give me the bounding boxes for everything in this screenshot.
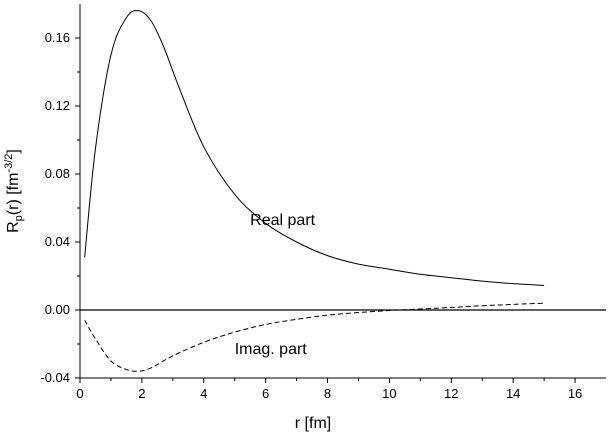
x-tick-label: 6: [262, 386, 269, 401]
y-title-end: ]: [5, 149, 22, 153]
series-layer: [84, 10, 545, 372]
axis-ticks: [75, 37, 576, 383]
x-tick-label: 12: [444, 386, 458, 401]
x-tick-label: 14: [506, 386, 520, 401]
real-part-label: Real part: [250, 212, 315, 229]
y-tick-label: 0.08: [45, 166, 70, 181]
x-tick-label: 2: [138, 386, 145, 401]
plot-frame: [79, 4, 606, 379]
x-tick-label: 16: [568, 386, 582, 401]
x-tick-label: 8: [324, 386, 331, 401]
y-tick-label: 0.16: [45, 30, 70, 45]
axis-tick-labels: 0 2 4 6 8 10 12 14 16 -0.04 0.00 0.04 0.08 0.12 0.16: [40, 30, 582, 401]
x-tick-label: 4: [200, 386, 207, 401]
x-tick-label: 10: [382, 386, 396, 401]
imag-part-label: Imag. part: [235, 341, 308, 358]
y-tick-label: -0.04: [40, 370, 70, 385]
y-tick-label: 0.00: [45, 302, 70, 317]
y-title-mid: (r) [fm: [5, 173, 22, 216]
x-tick-label: 0: [76, 386, 83, 401]
imag-part-line: [84, 302, 545, 372]
real-part-line: [84, 10, 545, 286]
y-axis-title: Rp(r) [fm-3/2]: [3, 149, 25, 233]
y-title-subscript: p: [13, 215, 25, 221]
y-tick-label: 0.04: [45, 234, 70, 249]
annotation-labels: Real part Imag. part: [235, 212, 316, 358]
x-axis-title: r [fm]: [295, 415, 331, 432]
y-title-superscript: -3/2: [3, 154, 15, 173]
y-tick-label: 0.12: [45, 98, 70, 113]
y-title-base: R: [5, 221, 22, 233]
